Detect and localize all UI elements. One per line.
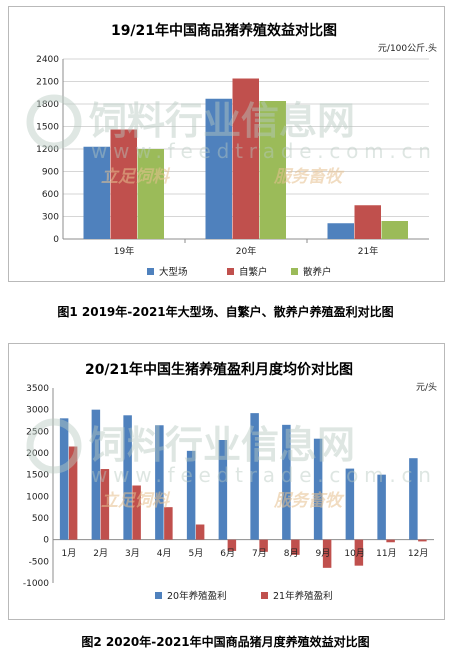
legend-entry: 20年养殖盈利 xyxy=(167,590,227,602)
bar-20年养殖盈利-8月 xyxy=(282,424,291,540)
bar-21年养殖盈利-10月 xyxy=(354,539,364,566)
bar-20年养殖盈利-9月 xyxy=(313,438,323,540)
x-tick-label: 7月 xyxy=(252,548,267,559)
legend-entry: 21年养殖盈利 xyxy=(273,590,333,602)
chart-panel-1: 19/21年中国商品猪养殖效益对比图元/100公斤.头 0 300 600 900 120… xyxy=(8,6,445,282)
watermark-slogan-left: 立足饲料 xyxy=(101,167,171,187)
y-tick-label: 1000 xyxy=(26,492,49,502)
x-tick-label: 2月 xyxy=(93,548,108,559)
bar-散养户-20年 xyxy=(259,101,286,239)
x-tick-label: 11月 xyxy=(376,548,396,559)
y-tick-label: 1500 xyxy=(26,471,49,481)
bar-21年养殖盈利-5月 xyxy=(195,524,205,540)
bar-20年养殖盈利-5月 xyxy=(186,450,196,540)
x-tick-label: 6月 xyxy=(220,548,235,559)
bar-20年养殖盈利-4月 xyxy=(155,425,164,540)
watermark-ring xyxy=(26,418,82,474)
legend-entry: 散养户 xyxy=(303,266,332,278)
legend-swatch xyxy=(227,268,234,275)
bar-21年养殖盈利-8月 xyxy=(291,539,300,555)
bar-自繁户-19年 xyxy=(110,129,137,239)
y-tick-label: 500 xyxy=(32,514,49,524)
y-tick-label: 600 xyxy=(42,190,59,200)
watermark-slogan-right: 服务畜牧 xyxy=(273,491,345,511)
x-tick-label: 20年 xyxy=(236,245,256,257)
bar-20年养殖盈利-11月 xyxy=(377,474,386,540)
y-tick-label: -500 xyxy=(29,557,50,567)
bar-20年养殖盈利-7月 xyxy=(250,413,259,540)
bar-散养户-21年 xyxy=(381,221,408,239)
chart-title: 19/21年中国商品猪养殖效益对比图 xyxy=(111,22,337,39)
watermark-title: 饲料行业信息网 xyxy=(89,423,355,467)
bar-自繁户-20年 xyxy=(232,78,259,239)
bar-21年养殖盈利-2月 xyxy=(100,469,110,540)
bar-21年养殖盈利-7月 xyxy=(259,539,268,552)
x-tick-label: 12月 xyxy=(408,548,428,559)
legend-entry: 自繁户 xyxy=(239,266,268,278)
bar-20年养殖盈利-6月 xyxy=(218,440,228,540)
y-tick-label: 2100 xyxy=(36,78,59,88)
y-tick-label: 3000 xyxy=(26,406,49,416)
unit-label: 元/头 xyxy=(416,382,437,393)
bar-21年养殖盈利-9月 xyxy=(322,539,332,568)
watermark-ring xyxy=(26,94,82,150)
x-tick-label: 10月 xyxy=(344,548,364,559)
bar-自繁户-21年 xyxy=(354,205,381,239)
bar-大型场-21年 xyxy=(327,223,354,239)
y-tick-label: 0 xyxy=(53,235,59,245)
watermark-slogan-left: 立足饲料 xyxy=(101,491,171,511)
y-tick-label: 2400 xyxy=(36,55,59,65)
figure-caption-2: 图2 2020年-2021年中国商品猪月度养殖效益对比图 xyxy=(81,635,370,649)
x-tick-label: 19年 xyxy=(114,245,134,257)
legend-swatch xyxy=(291,268,298,275)
unit-label: 元/100公斤.头 xyxy=(378,43,437,54)
x-tick-label: 5月 xyxy=(189,548,204,559)
bar-21年养殖盈利-1月 xyxy=(68,446,78,540)
x-tick-label: 1月 xyxy=(62,548,77,559)
legend-entry: 大型场 xyxy=(159,266,188,278)
y-tick-label: 1500 xyxy=(36,123,59,133)
y-tick-label: 1200 xyxy=(36,145,59,155)
watermark-logo xyxy=(26,94,82,150)
bar-20年养殖盈利-12月 xyxy=(409,458,418,540)
x-tick-label: 9月 xyxy=(316,548,331,559)
legend-swatch xyxy=(261,592,268,599)
y-tick-label: 300 xyxy=(42,213,59,223)
y-tick-label: 3500 xyxy=(26,384,49,394)
bar-21年养殖盈利-11月 xyxy=(386,539,395,543)
y-tick-label: -1000 xyxy=(23,579,49,589)
watermark-logo xyxy=(26,418,82,474)
bar-21年养殖盈利-3月 xyxy=(132,485,141,540)
chart-panel-2: 20/21年中国生猪养殖盈利月度均价对比图元/头 -1000 -500 0 500 100… xyxy=(8,343,445,620)
legend-swatch xyxy=(155,592,162,599)
bar-20年养殖盈利-2月 xyxy=(91,409,101,540)
bar-大型场-19年 xyxy=(83,146,110,239)
y-tick-label: 2500 xyxy=(26,427,49,437)
y-tick-label: 1800 xyxy=(36,100,59,110)
bar-21年养殖盈利-4月 xyxy=(164,507,173,540)
chart-title: 20/21年中国生猪养殖盈利月度均价对比图 xyxy=(85,361,353,378)
y-tick-label: 2000 xyxy=(26,449,49,459)
figure-caption-1: 图1 2019年-2021年大型场、自繁户、散养户养殖盈利对比图 xyxy=(57,305,394,319)
watermark-slogan-right: 服务畜牧 xyxy=(273,167,345,187)
bar-20年养殖盈利-1月 xyxy=(59,418,69,540)
y-tick-label: 0 xyxy=(43,536,49,546)
bar-20年养殖盈利-10月 xyxy=(345,468,355,540)
x-tick-label: 21年 xyxy=(358,245,378,257)
y-tick-label: 900 xyxy=(42,168,59,178)
legend-swatch xyxy=(147,268,154,275)
bar-21年养殖盈利-12月 xyxy=(418,539,427,542)
x-tick-label: 3月 xyxy=(125,548,140,559)
watermark-title: 饲料行业信息网 xyxy=(89,99,355,143)
bar-大型场-20年 xyxy=(205,98,232,239)
bar-20年养殖盈利-3月 xyxy=(123,415,132,540)
x-tick-label: 8月 xyxy=(284,548,299,559)
bar-21年养殖盈利-6月 xyxy=(227,539,237,551)
bar-散养户-19年 xyxy=(137,149,164,239)
x-tick-label: 4月 xyxy=(157,548,172,559)
